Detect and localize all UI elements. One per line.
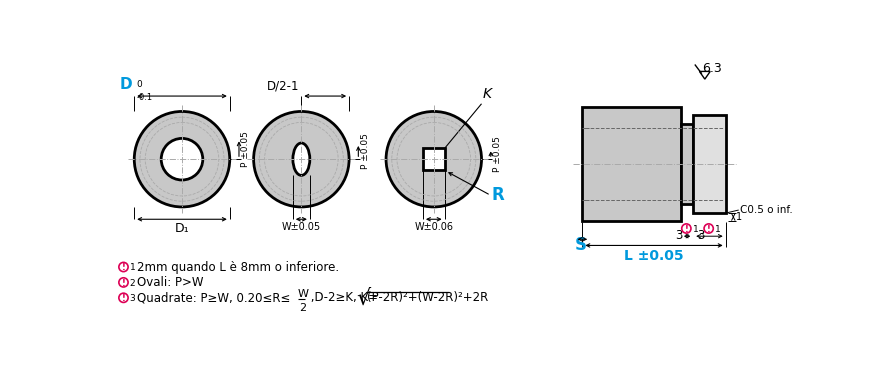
Text: D/2-1: D/2-1: [267, 79, 300, 92]
Circle shape: [682, 224, 691, 233]
Text: 3: 3: [697, 229, 705, 242]
Text: 1: 1: [715, 225, 720, 234]
Text: !: !: [707, 225, 711, 234]
Text: W±0.06: W±0.06: [414, 222, 453, 232]
Circle shape: [254, 112, 349, 207]
Text: C0.5 o inf.: C0.5 o inf.: [740, 205, 793, 215]
Text: D₁: D₁: [175, 222, 189, 235]
Text: Quadrate: P≥W, 0.20≤R≤: Quadrate: P≥W, 0.20≤R≤: [137, 291, 290, 304]
Text: 2mm quando L è 8mm o inferiore.: 2mm quando L è 8mm o inferiore.: [137, 261, 340, 273]
Circle shape: [386, 112, 481, 207]
Text: W: W: [297, 289, 308, 299]
Text: S: S: [575, 236, 587, 254]
Bar: [582, 107, 681, 221]
Text: 1: 1: [130, 263, 135, 272]
Text: 2: 2: [130, 279, 135, 288]
Text: P ±0.05: P ±0.05: [493, 136, 502, 172]
Text: (P-2R)²+(W-2R)²+2R: (P-2R)²+(W-2R)²+2R: [366, 291, 488, 304]
Text: !: !: [122, 263, 125, 272]
Text: √: √: [357, 288, 371, 308]
Text: ,D-2≥K, K=: ,D-2≥K, K=: [306, 291, 378, 304]
Text: P ±0.05: P ±0.05: [361, 133, 370, 169]
Text: 2: 2: [299, 303, 306, 313]
Text: 3: 3: [130, 294, 135, 303]
Text: P ±0.05: P ±0.05: [241, 131, 250, 167]
Bar: [681, 124, 694, 204]
Text: 1: 1: [693, 225, 698, 234]
Bar: [694, 115, 726, 213]
Text: !: !: [122, 294, 125, 303]
Circle shape: [704, 224, 713, 233]
Text: !: !: [685, 225, 688, 234]
Circle shape: [134, 112, 229, 207]
Text: 3: 3: [675, 229, 683, 242]
Text: !: !: [122, 279, 125, 288]
Circle shape: [119, 278, 128, 287]
Text: Ovali: P>W: Ovali: P>W: [137, 276, 204, 289]
Text: W±0.05: W±0.05: [281, 222, 321, 232]
Circle shape: [119, 262, 128, 271]
Text: 0: 0: [136, 80, 142, 89]
Text: D: D: [119, 77, 132, 92]
Text: L ±0.05: L ±0.05: [625, 249, 684, 263]
Circle shape: [119, 293, 128, 302]
Text: R: R: [492, 186, 504, 204]
Text: K: K: [483, 87, 492, 101]
Bar: [423, 149, 444, 170]
Text: -0.1: -0.1: [136, 93, 152, 102]
Text: 6.3: 6.3: [702, 62, 722, 75]
Circle shape: [161, 138, 202, 180]
Text: 1: 1: [736, 212, 742, 222]
Ellipse shape: [293, 143, 310, 175]
